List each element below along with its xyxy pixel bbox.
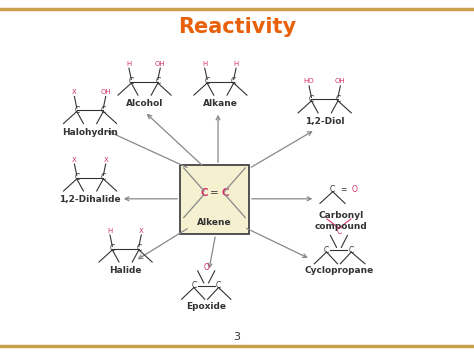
Text: Carbonyl
compound: Carbonyl compound xyxy=(315,211,368,231)
Text: HO: HO xyxy=(304,78,314,84)
Text: C: C xyxy=(324,246,329,255)
Text: O: O xyxy=(352,185,357,195)
Text: =: = xyxy=(210,188,219,198)
Text: X: X xyxy=(103,157,108,163)
Text: H: H xyxy=(107,228,113,234)
Text: H: H xyxy=(233,61,239,67)
Text: Epoxide: Epoxide xyxy=(186,302,226,311)
Text: Alcohol: Alcohol xyxy=(126,99,163,108)
Text: C: C xyxy=(155,77,161,86)
Text: C: C xyxy=(216,281,221,290)
Text: C: C xyxy=(200,188,208,198)
Text: OH: OH xyxy=(335,78,346,84)
Text: C: C xyxy=(74,173,80,182)
Text: X: X xyxy=(72,157,77,163)
Text: OH: OH xyxy=(100,89,111,95)
Text: C: C xyxy=(100,173,106,182)
Text: O: O xyxy=(203,263,209,272)
Text: 1,2-Diol: 1,2-Diol xyxy=(305,117,345,126)
Text: C: C xyxy=(330,185,336,195)
Text: Halohydrin: Halohydrin xyxy=(62,128,118,137)
Text: C: C xyxy=(128,77,134,86)
Text: X: X xyxy=(139,228,144,234)
Text: C: C xyxy=(348,246,354,255)
Text: C: C xyxy=(136,244,142,253)
Text: =: = xyxy=(340,185,347,195)
Text: X: X xyxy=(72,89,77,95)
Text: C: C xyxy=(309,95,314,104)
Text: C: C xyxy=(191,281,197,290)
Text: OH: OH xyxy=(155,61,165,67)
Text: H: H xyxy=(126,61,132,67)
Text: H: H xyxy=(202,61,208,67)
Text: C: C xyxy=(231,77,237,86)
Text: C: C xyxy=(221,188,229,198)
Text: 3: 3 xyxy=(234,332,240,342)
Text: Alkene: Alkene xyxy=(197,218,232,228)
Text: Reactivity: Reactivity xyxy=(178,17,296,37)
Text: C: C xyxy=(336,227,342,236)
Text: Halide: Halide xyxy=(109,266,142,275)
Text: C: C xyxy=(204,77,210,86)
Text: C: C xyxy=(109,244,115,253)
Text: 1,2-Dihalide: 1,2-Dihalide xyxy=(59,195,121,204)
Text: Cyclopropane: Cyclopropane xyxy=(304,266,374,275)
Text: C: C xyxy=(74,105,80,115)
Text: C: C xyxy=(335,95,341,104)
Bar xyxy=(180,165,249,234)
Text: Alkane: Alkane xyxy=(203,99,238,108)
Text: C: C xyxy=(100,105,106,115)
